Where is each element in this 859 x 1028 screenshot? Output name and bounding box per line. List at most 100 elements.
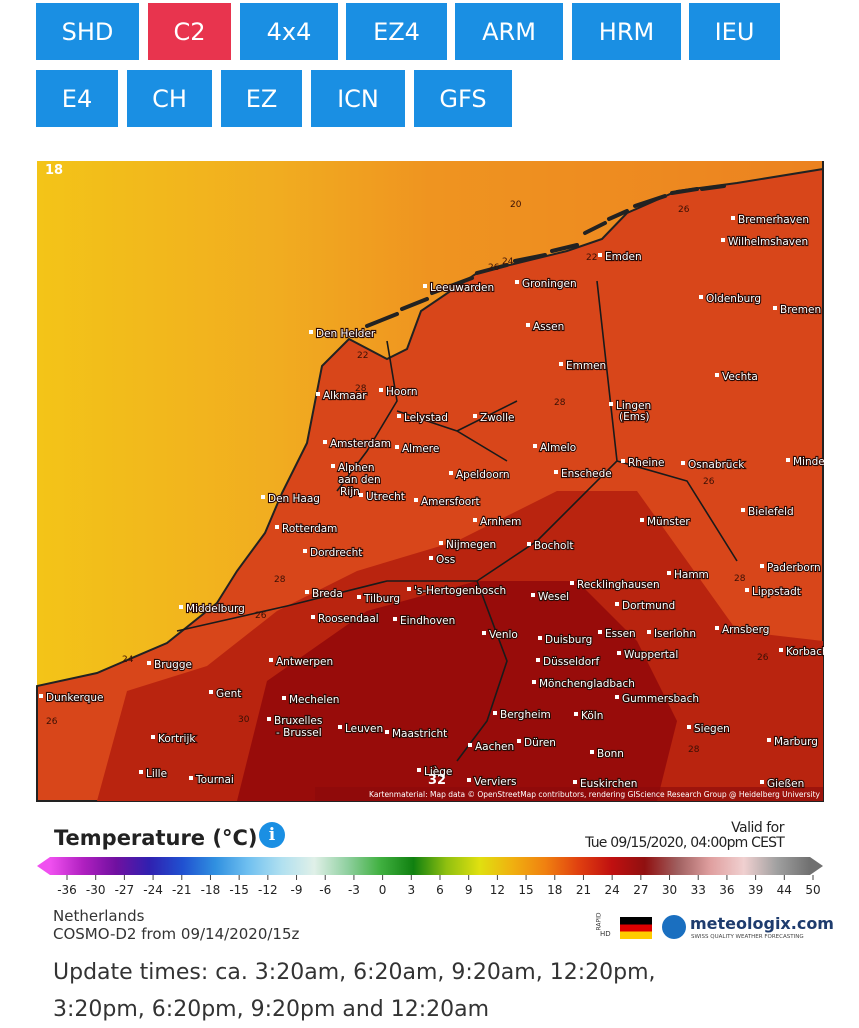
scale-tick-label: -18 (201, 883, 221, 897)
city-label: Düren (524, 737, 556, 749)
model-tab[interactable]: ARM (455, 3, 563, 60)
city-dot (615, 602, 619, 606)
city-label: Aachen (475, 741, 514, 753)
city-label: - Brussel (276, 727, 322, 739)
badge-hd: HD (600, 930, 611, 938)
city-label: Alkmaar (323, 390, 367, 402)
city-dot (449, 471, 453, 475)
city-label: aan den (338, 474, 381, 486)
model-tab[interactable]: IEU (689, 3, 780, 60)
model-tab[interactable]: ICN (311, 70, 405, 127)
city-label: Leeuwarden (430, 282, 494, 294)
map-layers: Bremerhaven Wilhelmshaven Emden Leeuwarden G… (36, 161, 824, 802)
city-label: Arnsberg (722, 624, 769, 636)
city-label: Assen (533, 321, 564, 333)
city-dot (773, 306, 777, 310)
model-tab[interactable]: HRM (572, 3, 681, 60)
model-tab[interactable]: SHD (36, 3, 139, 60)
borders (176, 280, 738, 762)
scale-tick-label: -36 (57, 883, 77, 897)
city-label: Paderborn (767, 562, 821, 574)
city-dot (598, 630, 602, 634)
city-label: Bruxelles (274, 715, 322, 727)
city-label: Wesel (538, 591, 569, 603)
contour-label: 20 (510, 200, 522, 210)
scale-tick-label: -9 (291, 883, 303, 897)
city-dot (275, 525, 279, 529)
city-label: Vechta (722, 371, 758, 383)
city-dot (305, 590, 309, 594)
scale-tick-label: 33 (691, 883, 706, 897)
city-dot (397, 414, 401, 418)
city-label: Marburg (774, 736, 818, 748)
attribution-band (315, 787, 823, 801)
city-dot (467, 778, 471, 782)
contour-label: 18 (45, 163, 63, 178)
city-dot (379, 388, 383, 392)
model-tab[interactable]: E4 (36, 70, 118, 127)
model-tab[interactable]: C2 (148, 3, 231, 60)
contour-label: 32 (428, 773, 446, 788)
city-dot (681, 461, 685, 465)
model-run: COSMO-D2 from 09/14/2020/15z (53, 925, 300, 943)
city-label: Bergheim (500, 709, 551, 721)
update-times: Update times: ca. 3:20am, 6:20am, 9:20am… (53, 960, 656, 1022)
city-dot (767, 738, 771, 742)
city-label: Duisburg (545, 634, 592, 646)
contour-label: 30 (238, 715, 250, 725)
city-dot (715, 626, 719, 630)
city-dot (741, 508, 745, 512)
contour-label: 26 (703, 477, 715, 487)
city-dot (139, 770, 143, 774)
city-label: Münster (647, 516, 690, 528)
contour-label: 26 (255, 611, 267, 621)
city-label: Groningen (522, 278, 577, 290)
city-label: Roosendaal (318, 613, 379, 625)
city-label: Oss (436, 554, 455, 566)
scale-tick-label: 6 (436, 883, 444, 897)
city-label: Iserlohn (654, 628, 696, 640)
badge-rapid: RAPID (595, 912, 603, 931)
scale-tick-label: -15 (229, 883, 249, 897)
city-dot (359, 493, 363, 497)
city-label: Dunkerque (46, 692, 103, 704)
city-dot (311, 615, 315, 619)
city-dot (439, 541, 443, 545)
contour-label: 28 (734, 574, 746, 584)
city-label: Nijmegen (446, 539, 496, 551)
hot-region (237, 581, 677, 801)
city-dot (395, 445, 399, 449)
city-label: Osnabrück (688, 459, 745, 471)
city-dot (609, 402, 613, 406)
city-dot (536, 658, 540, 662)
city-dot (554, 470, 558, 474)
model-tab[interactable]: 4x4 (240, 3, 338, 60)
city-dot (414, 498, 418, 502)
city-dot (303, 549, 307, 553)
city-label: Hamm (674, 569, 709, 581)
scale-tick-label: 0 (379, 883, 387, 897)
city-dot (699, 295, 703, 299)
city-label: Köln (581, 710, 603, 722)
city-label: Leuven (345, 723, 383, 735)
model-tab[interactable]: EZ (221, 70, 302, 127)
city-dot (385, 730, 389, 734)
city-label: Brugge (154, 659, 192, 671)
model-tab[interactable]: GFS (414, 70, 512, 127)
city-dot (151, 735, 155, 739)
city-label: Lippstadt (752, 586, 801, 598)
model-tab[interactable]: EZ4 (346, 3, 447, 60)
info-icon[interactable]: i (259, 822, 285, 848)
city-dot (423, 284, 427, 288)
contour-label: 22 (357, 351, 368, 361)
city-label: Den Haag (268, 493, 320, 505)
city-dot (731, 216, 735, 220)
city-dot (417, 768, 421, 772)
city-label: Breda (312, 588, 343, 600)
brand-logo (662, 915, 686, 939)
city-label: Korbach (786, 646, 824, 658)
model-tab[interactable]: CH (127, 70, 212, 127)
city-dot (493, 711, 497, 715)
contour-label: 28 (688, 745, 700, 755)
